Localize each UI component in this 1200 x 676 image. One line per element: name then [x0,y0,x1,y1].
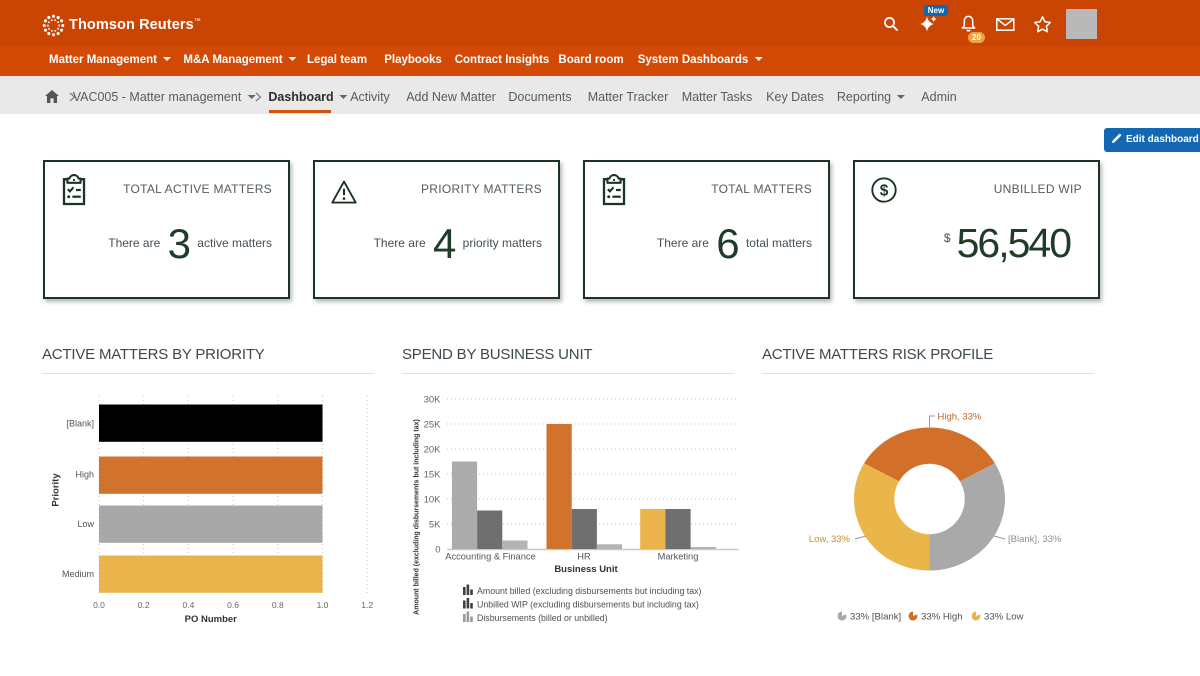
svg-text:HR: HR [577,552,591,562]
svg-text:Medium: Medium [62,569,94,579]
svg-text:33% Low: 33% Low [984,612,1024,623]
svg-text:High, 33%: High, 33% [938,412,982,423]
svg-text:1.0: 1.0 [317,600,329,610]
svg-text:Marketing: Marketing [658,552,699,562]
svg-text:PO Number: PO Number [185,614,238,625]
svg-text:0.4: 0.4 [182,600,194,610]
svg-text:30K: 30K [424,395,442,406]
svg-text:20K: 20K [424,445,442,456]
svg-text:0.6: 0.6 [227,600,239,610]
svg-text:10K: 10K [424,495,442,506]
svg-text:1.2: 1.2 [361,600,373,610]
svg-text:$: $ [880,183,889,200]
svg-text:Priority: Priority [51,473,62,507]
svg-text:15K: 15K [424,470,442,481]
svg-text:High: High [75,470,94,480]
svg-text:[Blank]: [Blank] [66,419,94,429]
svg-text:33% [Blank]: 33% [Blank] [850,612,901,623]
svg-text:0.2: 0.2 [138,600,150,610]
svg-text:Accounting & Finance: Accounting & Finance [445,552,535,562]
svg-text:25K: 25K [424,420,442,431]
svg-text:Low, 33%: Low, 33% [809,534,851,545]
svg-text:Unbilled WIP (excluding disbur: Unbilled WIP (excluding disbursements bu… [477,600,699,610]
svg-text:Amount billed (excluding disbu: Amount billed (excluding disbursements b… [414,419,421,615]
svg-text:0: 0 [435,545,440,556]
svg-text:Amount billed (excluding disbu: Amount billed (excluding disbursements b… [477,586,702,596]
svg-text:Disbursements (billed or unbil: Disbursements (billed or unbilled) [477,613,608,623]
svg-text:Low: Low [77,519,94,529]
svg-text:Business Unit: Business Unit [554,564,618,575]
svg-text:[Blank], 33%: [Blank], 33% [1008,534,1062,545]
svg-text:33% High: 33% High [921,612,963,623]
svg-text:5K: 5K [429,520,441,531]
svg-text:0.8: 0.8 [272,600,284,610]
svg-text:0.0: 0.0 [93,600,105,610]
